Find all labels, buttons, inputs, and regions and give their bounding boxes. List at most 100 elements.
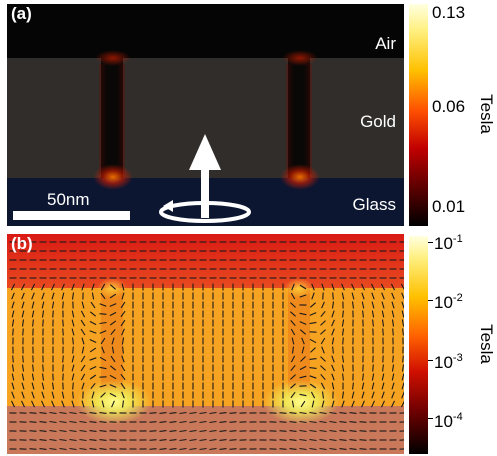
field-vector [382, 328, 384, 336]
field-vector [109, 384, 117, 388]
field-vector [39, 421, 47, 423]
field-vector [339, 430, 347, 432]
field-vector [290, 383, 296, 389]
field-vector [109, 374, 117, 380]
field-vector [381, 391, 385, 399]
field-vector [80, 364, 86, 372]
field-vector [219, 430, 227, 432]
field-vector [309, 383, 317, 389]
field-vector [99, 356, 107, 362]
field-vector [320, 329, 326, 335]
field-vector [289, 430, 297, 432]
field-vector [99, 330, 107, 334]
field-vector [339, 421, 347, 423]
field-vector [11, 310, 15, 318]
panel-b: (b) [7, 234, 404, 454]
field-vector [21, 382, 25, 390]
field-vector [149, 412, 157, 414]
field-vector [289, 439, 297, 441]
field-vector [309, 375, 317, 379]
field-vector [21, 292, 25, 300]
field-vector [229, 421, 237, 423]
field-vector [331, 382, 335, 390]
field-vector [91, 292, 95, 300]
field-vector [229, 430, 237, 432]
field-vector [349, 448, 357, 450]
field-vector [101, 400, 105, 408]
field-vector [381, 373, 385, 381]
field-vector [109, 303, 117, 307]
field-vector [359, 412, 367, 414]
hotspot-left-top-b [97, 278, 127, 298]
field-vector [11, 364, 15, 372]
field-vector [31, 310, 35, 318]
field-vector [32, 364, 34, 372]
field-vector [61, 283, 65, 291]
field-vector [169, 448, 177, 450]
field-vector [99, 366, 107, 370]
field-vector [320, 373, 326, 381]
field-vector [371, 292, 375, 300]
panel-a-label: (a) [11, 4, 32, 23]
field-vector [51, 292, 55, 300]
field-vector [289, 448, 297, 450]
field-vector [11, 400, 15, 408]
field-vector [299, 321, 307, 325]
field-vector [309, 302, 317, 308]
field-vector [49, 429, 57, 433]
field-vector [361, 400, 365, 408]
field-vector [372, 364, 374, 372]
colorbar-a-tick-min: 0.01 [432, 197, 466, 216]
field-vector [372, 319, 374, 327]
field-vector [351, 292, 355, 300]
field-vector [291, 337, 295, 345]
field-vector [39, 448, 47, 450]
field-vector [290, 320, 296, 326]
field-vector [79, 420, 87, 424]
field-vector [352, 382, 354, 390]
field-vector [179, 429, 187, 433]
colorbar-a-tick-max: 0.13 [432, 3, 466, 22]
field-vector [301, 337, 305, 345]
field-vector [361, 292, 365, 300]
field-vector [351, 400, 355, 408]
field-vector [341, 355, 345, 363]
field-vector [311, 292, 315, 300]
field-vector [122, 346, 124, 354]
field-vector [30, 283, 36, 291]
field-vector [11, 319, 15, 327]
field-vector [391, 301, 395, 309]
field-vector [291, 283, 295, 291]
field-vector [62, 328, 64, 336]
field-vector [21, 391, 25, 399]
field-vector [290, 328, 296, 336]
field-vector [21, 373, 25, 381]
field-vector [381, 382, 385, 390]
field-vector [391, 382, 395, 390]
field-vector [69, 438, 77, 442]
field-vector [31, 301, 35, 309]
field-vector [331, 337, 335, 345]
field-vector [31, 382, 35, 390]
field-vector [289, 421, 297, 423]
field-vector [301, 346, 305, 354]
field-vector [299, 438, 307, 442]
field-vector [32, 319, 34, 327]
field-vector [311, 400, 315, 408]
hotspot-right-b [264, 380, 338, 424]
field-vector [381, 301, 385, 309]
field-vector [31, 400, 35, 408]
colorbar-b-unit: Tesla [476, 324, 496, 364]
field-vector [279, 430, 287, 432]
field-vector [299, 429, 307, 433]
field-vector [71, 328, 75, 336]
field-vector [332, 292, 334, 300]
field-vector [71, 319, 75, 327]
field-vector [120, 382, 126, 390]
field-vector [341, 328, 345, 336]
field-vector [71, 283, 75, 291]
field-vector [349, 430, 357, 432]
field-vector [381, 310, 385, 318]
field-vector [121, 283, 125, 291]
colorbar-b [409, 236, 428, 454]
